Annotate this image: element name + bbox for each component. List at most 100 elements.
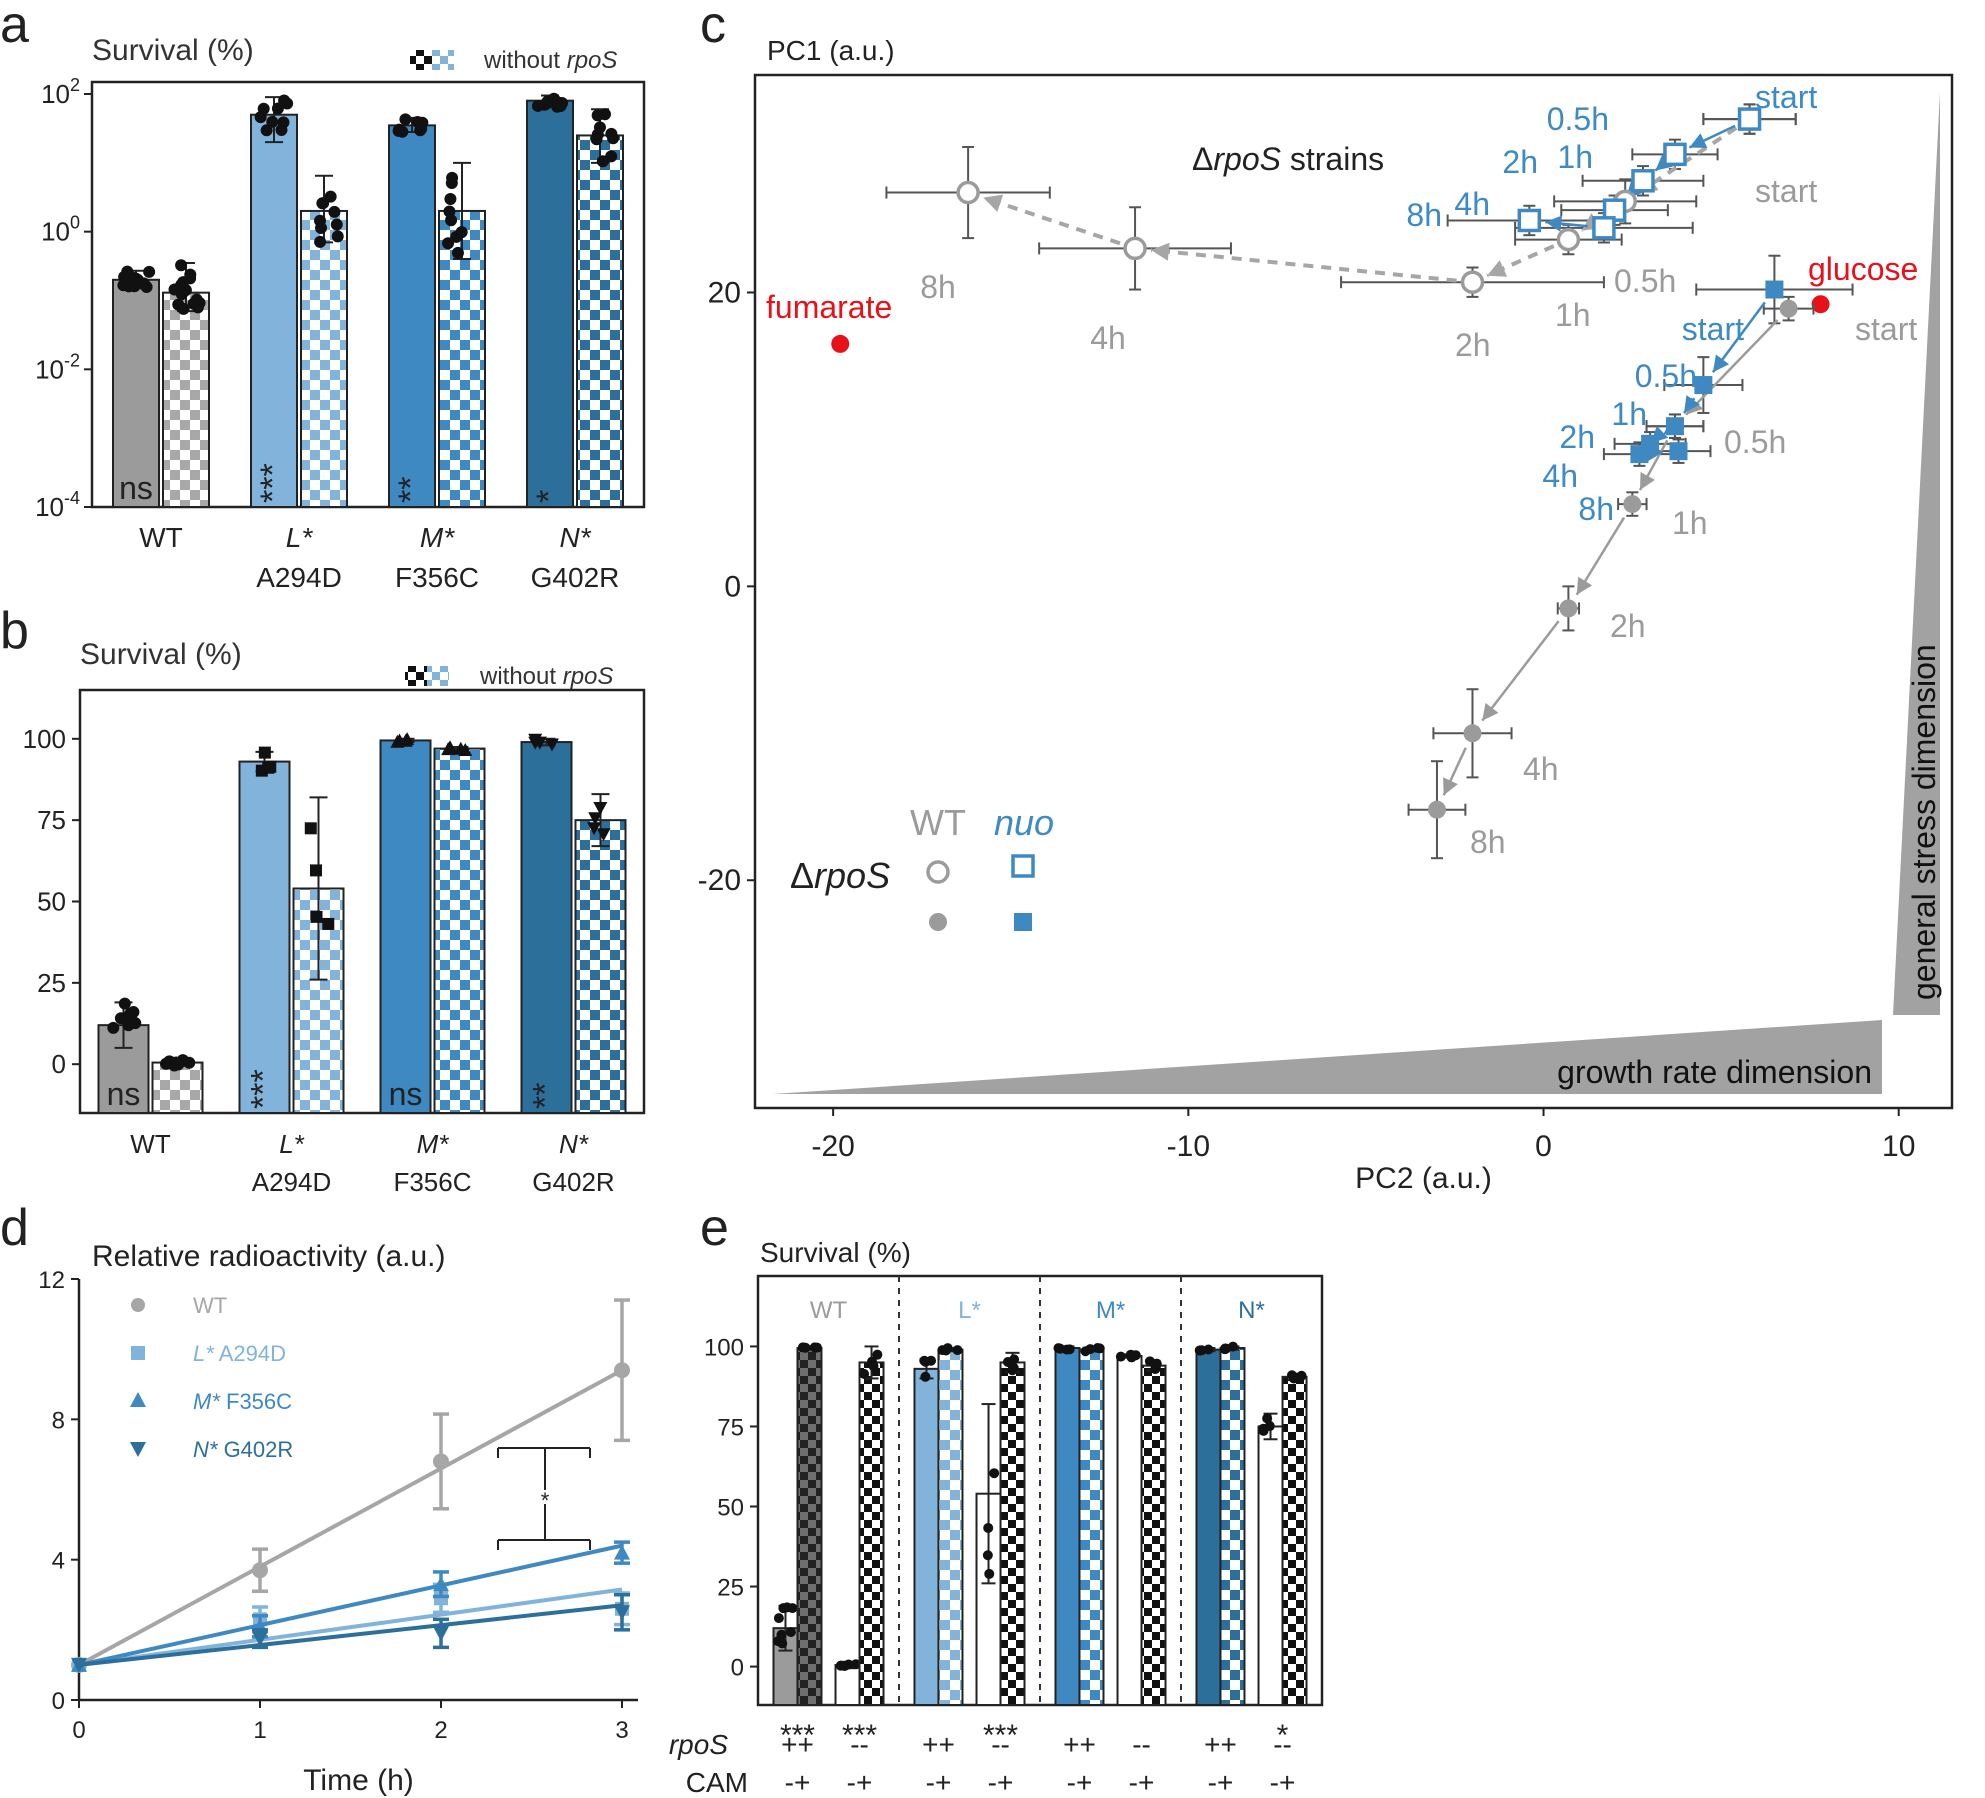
data-point xyxy=(254,111,267,124)
time-label: 0.5h xyxy=(1547,101,1609,137)
data-point xyxy=(143,265,156,278)
bar xyxy=(1257,1425,1284,1706)
time-label: 4h xyxy=(1523,751,1559,787)
data-point xyxy=(1115,1351,1126,1362)
panel-letter: b xyxy=(0,602,29,660)
data-point xyxy=(107,1021,120,1034)
bar xyxy=(520,741,573,1114)
cam-label: -+ xyxy=(926,1767,952,1798)
x-tick-label: L* xyxy=(279,1129,304,1159)
data-point xyxy=(1126,1352,1137,1363)
data-point xyxy=(271,102,284,115)
x-tick-label-sub: G402R xyxy=(531,562,620,593)
significance-label: *** xyxy=(254,463,292,503)
y-tick-label: 75 xyxy=(37,805,66,835)
data-point xyxy=(252,1562,268,1579)
legend-marker xyxy=(131,1346,145,1360)
time-label: 8h xyxy=(1578,491,1614,527)
y-tick-label: 20 xyxy=(708,276,741,309)
y-tick-base: 10 xyxy=(41,217,70,247)
data-point xyxy=(776,1629,787,1640)
bar xyxy=(526,99,574,508)
cam-label: -+ xyxy=(1270,1767,1296,1798)
data-point xyxy=(172,1058,185,1071)
bar xyxy=(574,819,627,1115)
legend-text-italic: rpoS xyxy=(563,663,614,690)
data-point xyxy=(399,113,412,126)
trajectory-arrow xyxy=(1637,126,1738,195)
legend-label-italic: M* xyxy=(193,1389,221,1414)
bar xyxy=(796,1347,823,1706)
data-point xyxy=(872,1349,883,1360)
legend-marker-wt xyxy=(929,913,947,931)
time-label: 4h xyxy=(1454,186,1490,222)
bar xyxy=(576,134,624,508)
fit-line xyxy=(78,1368,623,1667)
trajectory-arrow-head xyxy=(1684,395,1700,414)
trajectory-arrow-head xyxy=(1576,576,1593,595)
panel-letter: d xyxy=(0,1199,29,1257)
legend-label-italic: L* xyxy=(193,1341,215,1366)
legend-label-italic: N* xyxy=(193,1437,219,1462)
data-point xyxy=(593,121,606,134)
legend-label-rest: WT xyxy=(193,1293,227,1318)
bar xyxy=(238,760,291,1114)
y-tick-label: 100 xyxy=(704,1334,744,1361)
marker-wt-drpos xyxy=(1556,227,1581,252)
plot-frame xyxy=(753,73,1954,1110)
data-point xyxy=(433,1626,449,1642)
trajectory-arrow xyxy=(1150,247,1457,283)
growth-rate-label: growth rate dimension xyxy=(1557,1054,1872,1090)
bar xyxy=(834,1663,861,1706)
trajectory-arrow xyxy=(1481,620,1560,722)
data-point xyxy=(1262,1413,1273,1424)
significance-label: *** xyxy=(780,1719,815,1752)
legend-label-rest: A294D xyxy=(214,1341,286,1366)
legend-marker xyxy=(130,1392,146,1407)
data-point xyxy=(593,802,608,816)
data-point xyxy=(315,221,328,234)
data-point xyxy=(175,259,188,272)
data-point xyxy=(322,917,335,930)
x-tick-label: 1 xyxy=(253,1717,266,1744)
fit-line xyxy=(78,1603,623,1667)
legend-wt-label: WT xyxy=(910,802,966,843)
y-tick-label: 8 xyxy=(52,1407,65,1434)
data-point xyxy=(797,1342,808,1353)
time-label: 8h xyxy=(920,269,956,305)
strain-label-gene: rpoS xyxy=(1213,141,1281,177)
trajectory-arrow xyxy=(982,195,1121,246)
legend-label: N* G402R xyxy=(193,1437,293,1462)
panel-c: c PC1 (a.u.) PC2 (a.u.) -20 -10 0 10 -20 0 20 grow… xyxy=(698,0,1954,1195)
trajectory-arrow-head xyxy=(1487,260,1508,277)
chart-title: Survival (%) xyxy=(92,34,254,67)
data-point xyxy=(445,176,458,189)
y-tick-label: 100 xyxy=(41,213,80,247)
data-point xyxy=(843,1659,854,1670)
reference-point-glucose xyxy=(1811,295,1830,314)
trajectory-arrow-head xyxy=(1712,354,1730,373)
bar xyxy=(162,291,210,508)
legend-nuo-label: nuo xyxy=(994,802,1054,843)
data-point xyxy=(275,123,288,136)
bar xyxy=(112,278,160,509)
growth-rate-wedge xyxy=(773,1020,1882,1094)
marker-nuo-drpos xyxy=(1663,142,1687,167)
general-stress-wedge xyxy=(1893,92,1940,1015)
rpos-label: ++ xyxy=(1063,1729,1096,1760)
x-tick-label: M* xyxy=(420,522,455,553)
marker-nuo-drpos xyxy=(1517,208,1542,233)
legend-label: L* A294D xyxy=(193,1341,286,1366)
significance-label: ns xyxy=(119,470,153,506)
x-axis-label: PC2 (a.u.) xyxy=(1355,1162,1492,1195)
time-label: start xyxy=(1755,173,1817,209)
rpos-label: ++ xyxy=(1204,1729,1237,1760)
y-tick-label: 50 xyxy=(37,887,66,917)
bar xyxy=(1281,1375,1308,1707)
data-point xyxy=(266,115,279,128)
data-point xyxy=(184,272,197,285)
bar xyxy=(379,739,432,1115)
data-point xyxy=(809,1342,820,1353)
y-tick-exponent: 2 xyxy=(70,75,80,95)
time-label: 1h xyxy=(1555,297,1591,333)
